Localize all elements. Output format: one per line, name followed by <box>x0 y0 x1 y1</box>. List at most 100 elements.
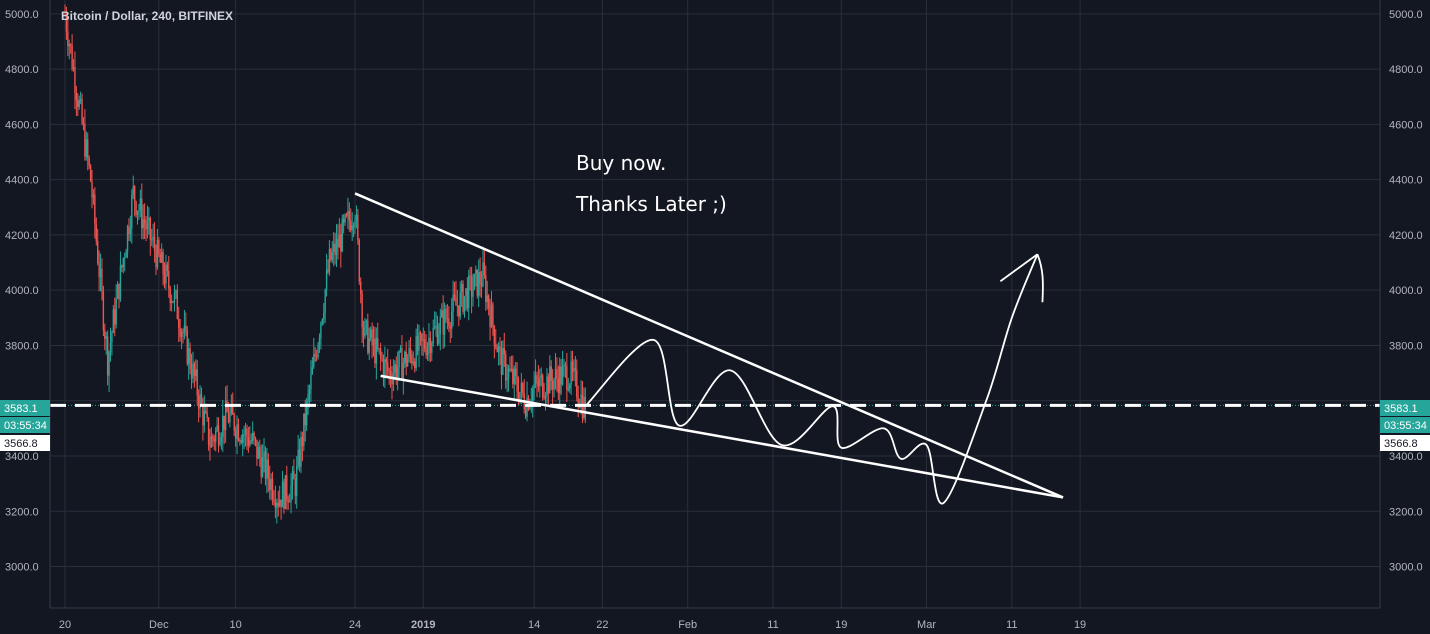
candle-body <box>534 375 537 384</box>
candle <box>530 387 533 413</box>
candle-body <box>67 31 69 47</box>
candle <box>180 328 183 350</box>
candle <box>441 303 443 319</box>
candle <box>371 322 373 359</box>
candle-body <box>313 354 315 367</box>
candle-body <box>426 345 429 356</box>
candle-body <box>478 272 480 296</box>
candle-body <box>284 475 287 509</box>
candle-body <box>102 291 105 331</box>
trendline-upper[interactable] <box>354 192 1064 499</box>
candle-body <box>540 375 542 378</box>
annotation-buy-now[interactable]: Buy now. <box>576 151 666 175</box>
candle-body <box>537 380 540 387</box>
candle <box>577 385 579 418</box>
candle <box>155 244 157 276</box>
drawings[interactable] <box>50 192 1380 505</box>
candle-body <box>196 369 198 396</box>
candle-body <box>251 432 254 441</box>
candle-body <box>345 214 348 216</box>
candle <box>409 336 412 364</box>
candle-body <box>520 382 523 393</box>
y-tick-label-right: 5000.0 <box>1389 9 1423 21</box>
candle <box>576 359 578 402</box>
candle-body <box>77 100 79 108</box>
candle-body <box>441 310 443 317</box>
candle <box>456 289 459 317</box>
candle-body <box>217 425 220 445</box>
candle <box>136 210 139 225</box>
candle-body <box>342 218 345 223</box>
candle-body <box>270 479 272 490</box>
candle <box>141 183 143 240</box>
candle-body <box>452 294 454 312</box>
arrow-head-right[interactable] <box>1036 253 1044 303</box>
candle <box>288 493 291 503</box>
candle <box>543 382 545 400</box>
candle <box>466 277 469 312</box>
candle <box>426 341 429 361</box>
candle <box>345 212 348 218</box>
candle-body <box>583 397 585 419</box>
trendline-lower[interactable] <box>380 374 1064 499</box>
candle <box>98 250 100 292</box>
candle <box>567 377 569 392</box>
candle <box>497 341 500 366</box>
candle-body <box>431 343 433 354</box>
candle <box>170 294 173 312</box>
candle-body <box>301 436 304 446</box>
candle <box>254 436 257 447</box>
candle <box>402 357 405 395</box>
candle-body <box>266 459 268 479</box>
arrow-head-left[interactable] <box>999 253 1038 282</box>
candle-body <box>357 214 359 240</box>
candle <box>106 330 109 386</box>
candle-body <box>106 336 109 376</box>
candle <box>540 367 542 387</box>
candle <box>566 352 568 402</box>
candle-body <box>492 304 494 326</box>
y-tick-label-left: 3800.0 <box>5 340 39 352</box>
candle-body <box>411 354 413 364</box>
candle-body <box>532 388 534 402</box>
candle <box>301 431 304 462</box>
candle-body <box>402 362 405 379</box>
candle <box>338 217 341 248</box>
candle <box>145 216 147 242</box>
candle <box>125 248 127 258</box>
candle <box>85 131 88 161</box>
candle-body <box>311 366 314 375</box>
annotation-thanks-later[interactable]: Thanks Later ;) <box>575 192 727 216</box>
candle-body <box>395 364 397 379</box>
candle <box>132 175 134 200</box>
candle-body <box>85 139 88 157</box>
candle <box>365 319 368 336</box>
candle <box>348 202 351 232</box>
candle-body <box>485 275 487 302</box>
candle <box>224 386 227 443</box>
candle <box>220 432 223 450</box>
candle <box>374 326 376 368</box>
candle <box>391 365 393 400</box>
candle <box>478 259 480 308</box>
candle <box>429 331 432 363</box>
candle-body <box>323 312 325 320</box>
candle <box>445 305 447 323</box>
candle-body <box>505 354 507 381</box>
candle-body <box>151 239 153 241</box>
projection-path[interactable] <box>584 253 1039 505</box>
candle <box>72 59 75 72</box>
candle-body <box>135 201 137 215</box>
candle <box>249 426 251 448</box>
candle <box>460 280 463 308</box>
candle-body <box>253 432 255 438</box>
candle-body <box>318 338 321 345</box>
candle-body <box>240 440 242 443</box>
candle <box>358 238 360 285</box>
candle-body <box>557 378 560 394</box>
candle-body <box>486 295 488 302</box>
candle-body <box>152 236 154 240</box>
candle <box>143 203 146 240</box>
